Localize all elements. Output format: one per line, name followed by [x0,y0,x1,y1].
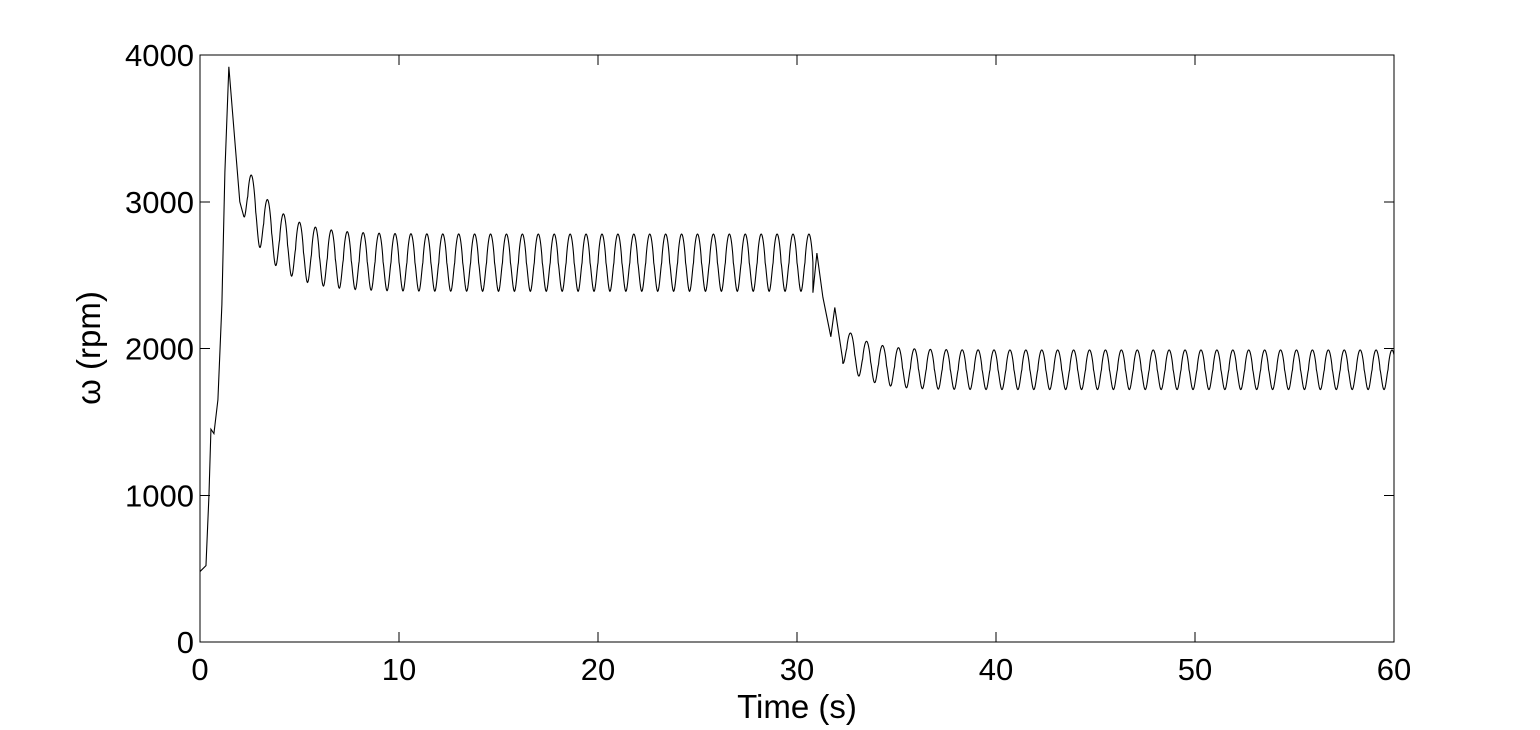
y-axis-ticks: 0 1000 2000 3000 4000 [125,38,1394,660]
x-tick-label: 40 [979,652,1013,687]
x-tick-label: 60 [1377,652,1411,687]
x-axis-label: Time (s) [737,688,857,725]
y-tick-label: 2000 [125,332,194,367]
y-tick-label: 0 [177,625,194,660]
plot-area [199,54,1395,643]
x-tick-label: 20 [581,652,615,687]
series-line-omega [199,66,1395,572]
y-axis-label: ω (rpm) [70,291,107,405]
y-tick-label: 4000 [125,38,194,73]
x-tick-label: 50 [1178,652,1212,687]
x-axis-ticks: 0 10 20 30 40 50 60 [191,55,1411,687]
x-tick-label: 0 [191,652,208,687]
x-tick-label: 10 [382,652,416,687]
y-tick-label: 1000 [125,478,194,513]
x-tick-label: 30 [780,652,814,687]
y-tick-label: 3000 [125,185,194,220]
